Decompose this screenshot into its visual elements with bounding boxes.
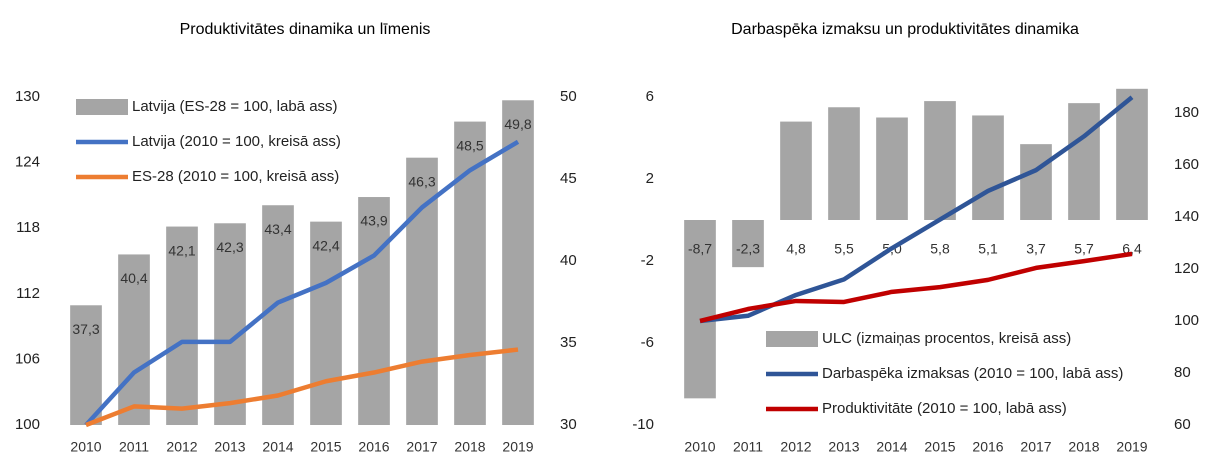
data-label: 3,7	[1026, 241, 1046, 257]
data-label: -8,7	[688, 241, 712, 257]
bar	[454, 121, 486, 425]
bar	[828, 107, 860, 220]
legend-label: Latvija (2010 = 100, kreisā ass)	[132, 133, 341, 150]
y-tick-label: 112	[16, 285, 40, 302]
bar	[780, 121, 812, 220]
y2-tick-label: 160	[1174, 156, 1199, 173]
line	[699, 251, 1133, 324]
x-tick-label: 2010	[684, 439, 715, 455]
bar	[684, 220, 716, 399]
y2-tick-label: 180	[1174, 104, 1199, 121]
line	[85, 347, 519, 428]
x-tick-label: 2016	[972, 439, 1003, 455]
data-label: 5,8	[930, 241, 950, 257]
x-tick-label: 2017	[1020, 439, 1051, 455]
x-tick-label: 2010	[70, 439, 101, 455]
x-tick-label: 2013	[214, 439, 245, 455]
bar	[502, 100, 534, 425]
y-tick-label: 100	[15, 416, 40, 433]
x-tick-label: 2017	[406, 439, 437, 455]
y-tick-label: 124	[15, 154, 40, 171]
y2-tick-label: 120	[1174, 260, 1199, 277]
bar	[1068, 103, 1100, 220]
bar	[406, 157, 438, 425]
y2-tick-label: 45	[560, 170, 577, 187]
x-tick-label: 2012	[166, 439, 197, 455]
chart-title: Produktivitātes dinamika un līmenis	[180, 21, 431, 38]
data-label: 46,3	[408, 173, 435, 189]
legend-label: Darbaspēka izmaksas (2010 = 100, labā as…	[822, 365, 1123, 382]
line	[84, 139, 520, 427]
legend-label: ULC (izmaiņas procentos, kreisā ass)	[822, 330, 1071, 347]
data-label: 37,3	[72, 321, 99, 337]
x-tick-label: 2015	[310, 439, 341, 455]
x-tick-label: 2011	[733, 439, 763, 455]
data-label: 43,4	[264, 221, 291, 237]
y-tick-label: -6	[641, 334, 654, 351]
data-label: 40,4	[120, 270, 147, 286]
x-tick-label: 2015	[924, 439, 955, 455]
x-tick-label: 2013	[828, 439, 859, 455]
data-label: 42,3	[216, 239, 243, 255]
bar	[262, 205, 294, 425]
y2-tick-label: 50	[560, 88, 577, 105]
bar	[876, 117, 908, 220]
y2-tick-label: 140	[1174, 208, 1199, 225]
bar	[214, 223, 246, 425]
data-label: 5,7	[1074, 241, 1094, 257]
y-tick-label: -10	[632, 416, 654, 433]
data-label: 42,1	[168, 242, 195, 258]
y2-tick-label: 80	[1174, 364, 1191, 381]
bar	[70, 305, 102, 425]
bar	[358, 197, 390, 425]
bar	[166, 226, 198, 425]
y-tick-label: 6	[646, 88, 654, 105]
y-tick-label: 2	[646, 170, 654, 187]
y-tick-label: 130	[15, 88, 40, 105]
x-tick-label: 2014	[876, 439, 907, 455]
data-label: 4,8	[786, 241, 806, 257]
data-label: 43,9	[360, 213, 387, 229]
data-label: 49,8	[504, 116, 531, 132]
y2-tick-label: 60	[1174, 416, 1191, 433]
bar	[118, 254, 150, 425]
x-tick-label: 2014	[262, 439, 293, 455]
y2-tick-label: 30	[560, 416, 577, 433]
y-tick-label: -2	[641, 252, 654, 269]
bar	[972, 115, 1004, 220]
bar	[1116, 88, 1148, 220]
y-tick-label: 106	[15, 350, 40, 367]
legend-label: Produktivitāte (2010 = 100, labā ass)	[822, 400, 1067, 417]
legend-swatch	[766, 331, 818, 347]
x-tick-label: 2016	[358, 439, 389, 455]
data-label: 5,5	[834, 241, 854, 257]
legend-label: Latvija (ES-28 = 100, labā ass)	[132, 98, 338, 115]
x-tick-label: 2011	[119, 439, 149, 455]
legend-label: ES-28 (2010 = 100, kreisā ass)	[132, 168, 339, 185]
y2-tick-label: 35	[560, 334, 577, 351]
x-tick-label: 2012	[780, 439, 811, 455]
legend-swatch	[76, 99, 128, 115]
y2-tick-label: 40	[560, 252, 577, 269]
data-label: 42,4	[312, 237, 339, 253]
x-tick-label: 2019	[1116, 439, 1147, 455]
data-label: 48,5	[456, 137, 483, 153]
bar	[1020, 144, 1052, 220]
x-tick-label: 2018	[454, 439, 485, 455]
data-label: 5,1	[978, 241, 998, 257]
y-tick-label: 118	[16, 219, 40, 236]
y2-tick-label: 100	[1174, 312, 1199, 329]
chart-title: Darbaspēka izmaksu un produktivitātes di…	[731, 21, 1079, 38]
bar	[310, 221, 342, 425]
bar	[924, 101, 956, 220]
bar	[732, 220, 764, 268]
x-tick-label: 2018	[1068, 439, 1099, 455]
x-tick-label: 2019	[502, 439, 533, 455]
data-label: -2,3	[736, 241, 760, 257]
